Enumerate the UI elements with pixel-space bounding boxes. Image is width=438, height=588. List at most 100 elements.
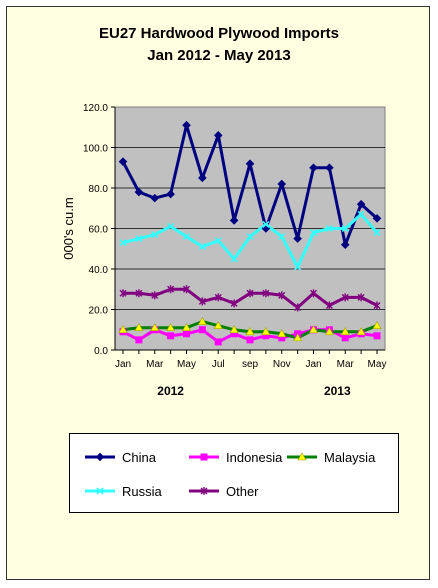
y-tick-label: 0.0 (94, 346, 108, 357)
data-point-russia (151, 231, 159, 239)
data-point-malaysia (166, 323, 176, 332)
data-point-malaysia (213, 321, 223, 330)
legend-swatch-marker (297, 452, 307, 461)
data-point-russia-stroke (262, 220, 270, 229)
legend-swatch-marker (96, 487, 104, 495)
data-point-china (182, 120, 191, 130)
data-point-russia-stroke (325, 224, 333, 233)
series-markers (118, 120, 382, 346)
legend-swatch-indonesia (189, 453, 219, 461)
data-point-russia (167, 222, 175, 231)
legend-item-indonesia: Indonesia (188, 448, 282, 466)
data-point-russia-stroke (198, 243, 206, 251)
legend-item-china: China (84, 448, 156, 466)
data-point-russia-stroke (309, 228, 318, 237)
data-point-other (341, 293, 349, 302)
data-point-russia (182, 233, 191, 241)
data-point-other (294, 303, 302, 312)
data-point-russia-stroke (357, 210, 365, 218)
data-point-malaysia (308, 325, 319, 334)
legend-swatch-marker (200, 453, 208, 461)
legend-label-malaysia: Malaysia (324, 449, 376, 465)
data-point-malaysia (134, 323, 144, 332)
data-point-russia (357, 210, 365, 218)
data-point-malaysia (181, 323, 192, 332)
data-point-china (118, 157, 128, 166)
data-point-russia (119, 239, 127, 247)
x-tick-label: Mar (337, 359, 355, 370)
x-tick-label: sep (242, 359, 259, 370)
data-point-russia (246, 233, 254, 241)
data-point-china (245, 159, 255, 169)
x-tick-label: Jul (212, 359, 225, 370)
data-point-russia-stroke (182, 233, 191, 241)
legend-label-china: China (122, 449, 156, 465)
data-point-malaysia (197, 317, 207, 325)
data-point-russia-stroke (230, 255, 238, 263)
data-point-other (198, 297, 206, 306)
data-point-malaysia (150, 323, 160, 332)
data-point-other (135, 289, 143, 298)
data-point-russia (325, 224, 333, 233)
data-point-malaysia (261, 327, 271, 336)
data-point-other (262, 289, 270, 298)
data-point-other (373, 301, 381, 310)
axis-labels: 0.0 20.0 40.0 60.0 80.0 100.0 120.0 Jan Mar May Ju… (61, 103, 386, 398)
data-point-china (325, 163, 334, 173)
data-point-russia (278, 233, 286, 241)
data-point-malaysia (340, 327, 350, 336)
legend-label-russia: Russia (122, 483, 162, 499)
data-point-indonesia (246, 336, 254, 344)
legend-label-indonesia: Indonesia (226, 449, 283, 465)
data-point-russia-stroke (341, 224, 349, 233)
legend-swatch-marker (200, 487, 208, 495)
data-point-indonesia (214, 338, 222, 346)
data-point-malaysia (293, 333, 303, 342)
data-point-malaysia (372, 321, 382, 330)
data-point-other (310, 289, 317, 298)
data-point-russia-stroke (246, 233, 254, 241)
line-chart: 0.0 20.0 40.0 60.0 80.0 100.0 120.0 Jan Mar May Ju… (61, 103, 386, 398)
data-point-russia-stroke (294, 263, 302, 271)
legend-item-malaysia: Malaysia (286, 448, 375, 466)
data-point-russia-stroke (278, 233, 286, 241)
data-point-indonesia (135, 336, 143, 344)
data-point-other (246, 289, 254, 298)
year-label: 2013 (324, 384, 351, 398)
data-point-china (134, 187, 144, 197)
data-point-russia-stroke (151, 231, 159, 239)
y-axis-title: 000's cu.m (61, 197, 76, 259)
data-point-other (119, 289, 127, 298)
data-point-china (213, 131, 223, 140)
y-tick-label: 120.0 (83, 103, 108, 114)
data-point-china (166, 189, 175, 199)
data-point-russia (230, 255, 238, 263)
gridlines (115, 147, 385, 310)
data-point-china (340, 240, 350, 250)
data-point-russia-stroke (167, 222, 175, 231)
legend: China Indonesia Malaysia Russia Other (69, 433, 399, 513)
y-tick-label: 100.0 (83, 144, 108, 155)
legend-item-russia: Russia (84, 482, 162, 500)
y-tick-label: 60.0 (89, 225, 109, 236)
legend-swatch-marker-stroke (96, 487, 104, 495)
data-point-russia (214, 237, 222, 245)
data-point-other (325, 301, 333, 310)
data-point-other (167, 285, 175, 294)
data-point-russia-stroke (135, 235, 143, 243)
data-point-other (230, 299, 238, 308)
data-point-russia-stroke (119, 239, 127, 247)
data-point-russia (262, 220, 270, 229)
data-point-indonesia (183, 330, 190, 338)
x-tick-label: Nov (273, 359, 291, 370)
data-point-russia (294, 263, 302, 271)
data-point-china (198, 173, 207, 183)
data-point-russia-stroke (214, 237, 222, 245)
legend-swatch-russia (85, 487, 115, 495)
x-tick-label: May (177, 359, 196, 370)
chart-subtitle: Jan 2012 - May 2013 (147, 47, 291, 64)
data-point-russia (341, 224, 349, 233)
data-point-china (309, 163, 318, 173)
year-label: 2012 (157, 384, 184, 398)
data-point-indonesia (167, 332, 175, 340)
